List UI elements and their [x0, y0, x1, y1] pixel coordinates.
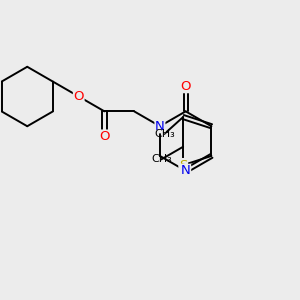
Text: O: O: [74, 90, 84, 103]
Text: CH₃: CH₃: [154, 129, 175, 139]
Text: N: N: [181, 164, 190, 177]
Text: O: O: [180, 80, 191, 93]
Text: S: S: [179, 159, 187, 172]
Text: CH₃: CH₃: [151, 154, 172, 164]
Text: N: N: [155, 120, 165, 133]
Text: O: O: [99, 130, 110, 143]
